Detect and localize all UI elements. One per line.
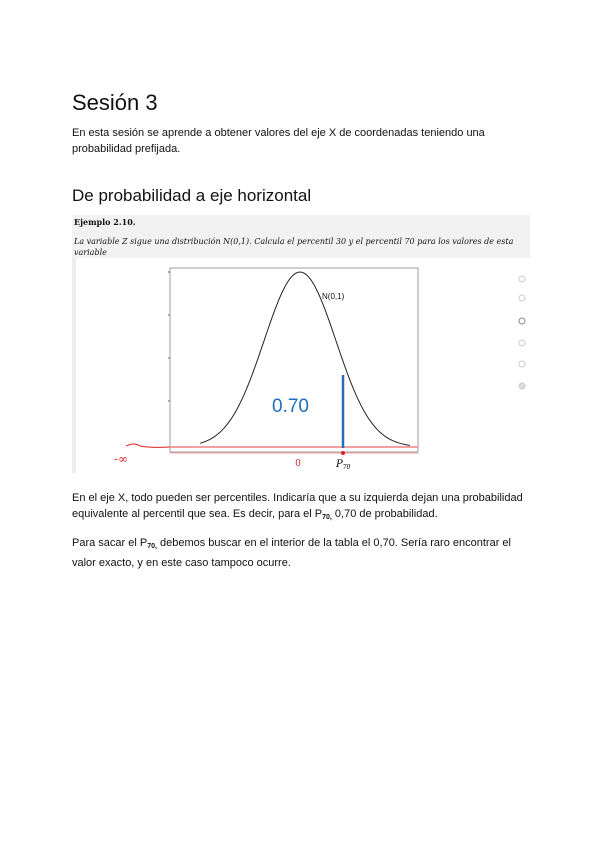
example-header: Ejemplo 2.10. La variable Z sigue una di… [72, 215, 530, 258]
toolbar-icon[interactable] [518, 360, 526, 368]
section-title: De probabilidad a eje horizontal [72, 186, 312, 205]
normal-distribution-figure: Ejemplo 2.10. La variable Z sigue una di… [72, 215, 530, 473]
toolbar-icon[interactable] [518, 317, 526, 325]
area-label: 0.70 [272, 396, 309, 417]
paragraph-percentiles: En el eje X, todo pueden ser percentiles… [72, 492, 523, 521]
toolbar-icon[interactable] [518, 382, 526, 390]
toolbar-icon[interactable] [518, 275, 526, 283]
normal-curve [199, 271, 411, 446]
x-label-zero: 0 [295, 459, 301, 469]
curve-label: N(0,1) [322, 292, 345, 301]
intro-paragraph: En esta sesión se aprende a obtener valo… [72, 127, 485, 155]
y-ticks [168, 271, 170, 402]
handwritten-arrow [125, 443, 171, 448]
normal-curve-plot: 0.70 N(0,1) 0 P70 -∞ [114, 267, 526, 471]
example-label: Ejemplo 2.10. [74, 217, 136, 227]
example-question: La variable Z sigue una distribución N(0… [74, 237, 514, 257]
page-title: Sesión 3 [72, 90, 158, 115]
figure-edge [72, 258, 76, 473]
plot-frame [169, 267, 419, 453]
toolbar-icon[interactable] [518, 294, 526, 302]
p70-marker [341, 451, 345, 455]
toolbar-icon[interactable] [518, 339, 526, 347]
handwritten-minus-infinity: -∞ [114, 452, 128, 466]
x-label-p70: P70 [335, 459, 351, 471]
paragraph-table-lookup: Para sacar el P70, debemos buscar en el … [72, 537, 511, 569]
side-toolbar-icons [518, 275, 526, 390]
